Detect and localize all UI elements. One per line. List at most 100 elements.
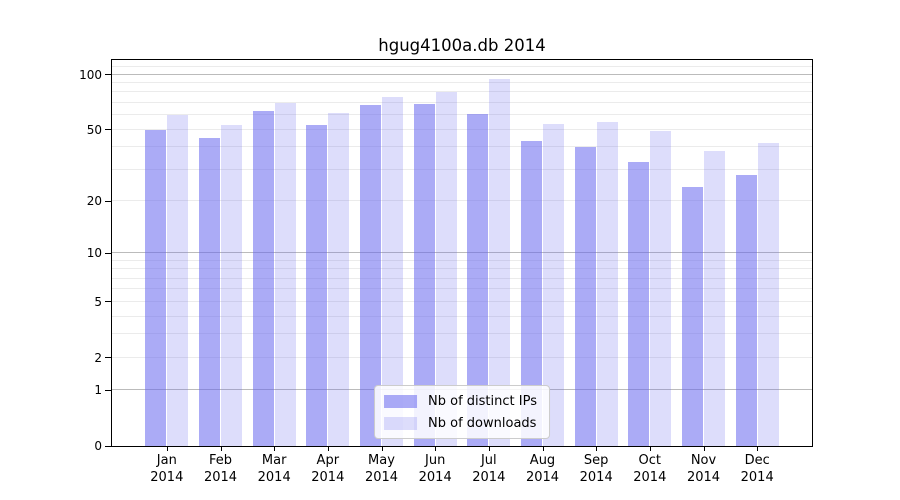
bar-downloads-jun bbox=[435, 92, 457, 446]
bar-group-may bbox=[355, 60, 409, 446]
bar-distinct-ips-nov bbox=[682, 186, 704, 446]
x-tick-label-apr: Apr 2014 bbox=[296, 452, 360, 486]
bar-distinct-ips-aug bbox=[521, 141, 543, 446]
x-tick-mark-dec bbox=[757, 446, 759, 451]
bar-distinct-ips-sep bbox=[574, 147, 596, 446]
x-tick-label-month: Feb bbox=[208, 453, 233, 468]
y-tick-label-50: 50 bbox=[86, 122, 102, 137]
y-tick-mark-0 bbox=[105, 445, 111, 447]
x-tick-label-month: Jun bbox=[425, 453, 446, 468]
x-tick-mark-sep bbox=[596, 446, 598, 451]
x-tick-label-jul: Jul 2014 bbox=[457, 452, 521, 486]
bars bbox=[112, 60, 812, 446]
x-tick-label-year: 2014 bbox=[418, 470, 452, 485]
x-tick-label-year: 2014 bbox=[633, 470, 667, 485]
y-tick-mark-100 bbox=[105, 74, 111, 75]
bar-distinct-ips-jun bbox=[413, 104, 435, 446]
x-tick-label-year: 2014 bbox=[525, 470, 560, 485]
gridline bbox=[112, 200, 812, 201]
y-tick-mark-5 bbox=[105, 301, 111, 303]
x-tick-mark-jan bbox=[166, 446, 168, 451]
bar-distinct-ips-dec bbox=[735, 175, 757, 446]
x-tick-label-year: 2014 bbox=[203, 470, 238, 485]
y-tick-label-2: 2 bbox=[94, 350, 102, 365]
x-tick-label-month: Apr bbox=[316, 453, 340, 468]
bar-group-nov bbox=[677, 60, 731, 446]
x-tick-label-year: 2014 bbox=[311, 470, 345, 485]
bar-group-sep bbox=[569, 60, 623, 446]
bar-group-dec bbox=[730, 60, 784, 446]
y-tick-label-5: 5 bbox=[94, 294, 102, 309]
bar-downloads-jul bbox=[489, 78, 511, 446]
gridline bbox=[112, 65, 812, 67]
x-tick-label-year: 2014 bbox=[579, 470, 613, 485]
gridline bbox=[112, 315, 812, 317]
x-tick-label-year: 2014 bbox=[686, 470, 721, 485]
gridlines bbox=[112, 60, 812, 446]
bar-distinct-ips-jul bbox=[467, 113, 489, 446]
x-tick-label-jan: Jan 2014 bbox=[135, 452, 199, 486]
y-tick-mark-20 bbox=[105, 200, 111, 202]
bar-downloads-dec bbox=[757, 143, 779, 446]
legend: Nb of distinct IPs Nb of downloads bbox=[374, 385, 550, 439]
bar-distinct-ips-jan bbox=[145, 129, 167, 446]
x-tick-label-month: Sep bbox=[583, 453, 609, 468]
x-tick-label-year: 2014 bbox=[364, 470, 399, 485]
gridline bbox=[112, 81, 812, 83]
y-tick-mark-2 bbox=[105, 357, 111, 359]
y-tick-label-100: 100 bbox=[79, 67, 102, 82]
legend-item-distinct-ips: Nb of distinct IPs bbox=[384, 392, 537, 410]
x-tick-mark-may bbox=[381, 446, 383, 451]
bar-group-aug bbox=[516, 60, 570, 446]
x-tick-mark-nov bbox=[703, 446, 705, 451]
x-tick-mark-oct bbox=[649, 446, 651, 451]
x-tick-mark-aug bbox=[542, 446, 544, 451]
bar-group-oct bbox=[623, 60, 677, 446]
x-tick-mark-feb bbox=[220, 446, 222, 451]
plot-area: Nb of distinct IPs Nb of downloads bbox=[111, 59, 813, 447]
x-tick-label-oct: Oct 2014 bbox=[618, 452, 682, 486]
y-tick-label-10: 10 bbox=[86, 246, 102, 260]
bar-group-feb bbox=[194, 60, 248, 446]
y-tick-label-0: 0 bbox=[94, 439, 102, 453]
x-tick-label-month: Nov bbox=[690, 453, 717, 468]
y-tick-mark-50 bbox=[105, 129, 111, 130]
bar-group-jun bbox=[408, 60, 462, 446]
bar-downloads-may bbox=[382, 97, 404, 446]
y-tick-label-1: 1 bbox=[94, 383, 102, 398]
x-tick-label-month: Jul bbox=[480, 453, 497, 468]
x-tick-label-feb: Feb 2014 bbox=[189, 452, 253, 486]
x-tick-label-month: Oct bbox=[638, 453, 662, 468]
gridline bbox=[112, 277, 812, 279]
x-tick-label-year: 2014 bbox=[257, 470, 291, 485]
bar-downloads-aug bbox=[543, 123, 565, 446]
legend-label-distinct-ips: Nb of distinct IPs bbox=[428, 393, 537, 409]
legend-item-downloads: Nb of downloads bbox=[384, 414, 537, 432]
bar-group-jan bbox=[140, 60, 194, 446]
x-tick-mark-mar bbox=[274, 446, 276, 451]
bar-downloads-oct bbox=[650, 131, 672, 446]
gridline bbox=[112, 146, 812, 148]
x-tick-label-dec: Dec 2014 bbox=[725, 452, 789, 486]
bar-downloads-feb bbox=[221, 124, 242, 446]
y-tick-label-20: 20 bbox=[86, 194, 102, 208]
chart-title: hgug4100a.db 2014 bbox=[378, 36, 546, 55]
bar-distinct-ips-may bbox=[360, 105, 382, 446]
x-tick-label-sep: Sep 2014 bbox=[564, 452, 628, 486]
x-tick-label-nov: Nov 2014 bbox=[672, 452, 736, 486]
gridline bbox=[112, 268, 812, 270]
bar-downloads-mar bbox=[274, 102, 296, 446]
x-tick-label-month: Mar bbox=[261, 453, 287, 468]
legend-swatch-downloads bbox=[384, 416, 418, 430]
bar-downloads-apr bbox=[328, 112, 350, 446]
gridline bbox=[112, 114, 812, 116]
gridline bbox=[112, 128, 812, 130]
x-tick-label-aug: Aug 2014 bbox=[511, 452, 575, 486]
x-tick-label-year: 2014 bbox=[740, 470, 774, 485]
bar-downloads-sep bbox=[596, 122, 618, 446]
bar-group-jul bbox=[462, 60, 516, 446]
bar-downloads-nov bbox=[704, 151, 726, 446]
x-tick-label-month: May bbox=[368, 453, 395, 468]
x-tick-label-mar: Mar 2014 bbox=[242, 452, 306, 486]
gridline bbox=[112, 259, 812, 261]
